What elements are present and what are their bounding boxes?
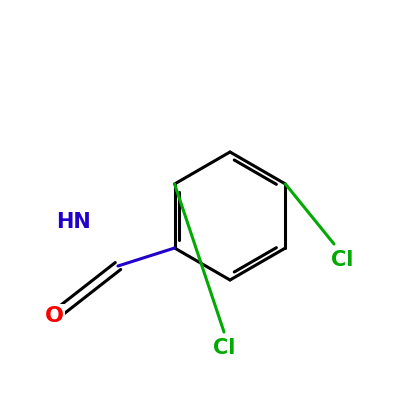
Text: O: O [44, 306, 64, 326]
Text: Cl: Cl [331, 250, 353, 270]
Text: Cl: Cl [213, 338, 235, 358]
Text: HN: HN [57, 212, 91, 232]
